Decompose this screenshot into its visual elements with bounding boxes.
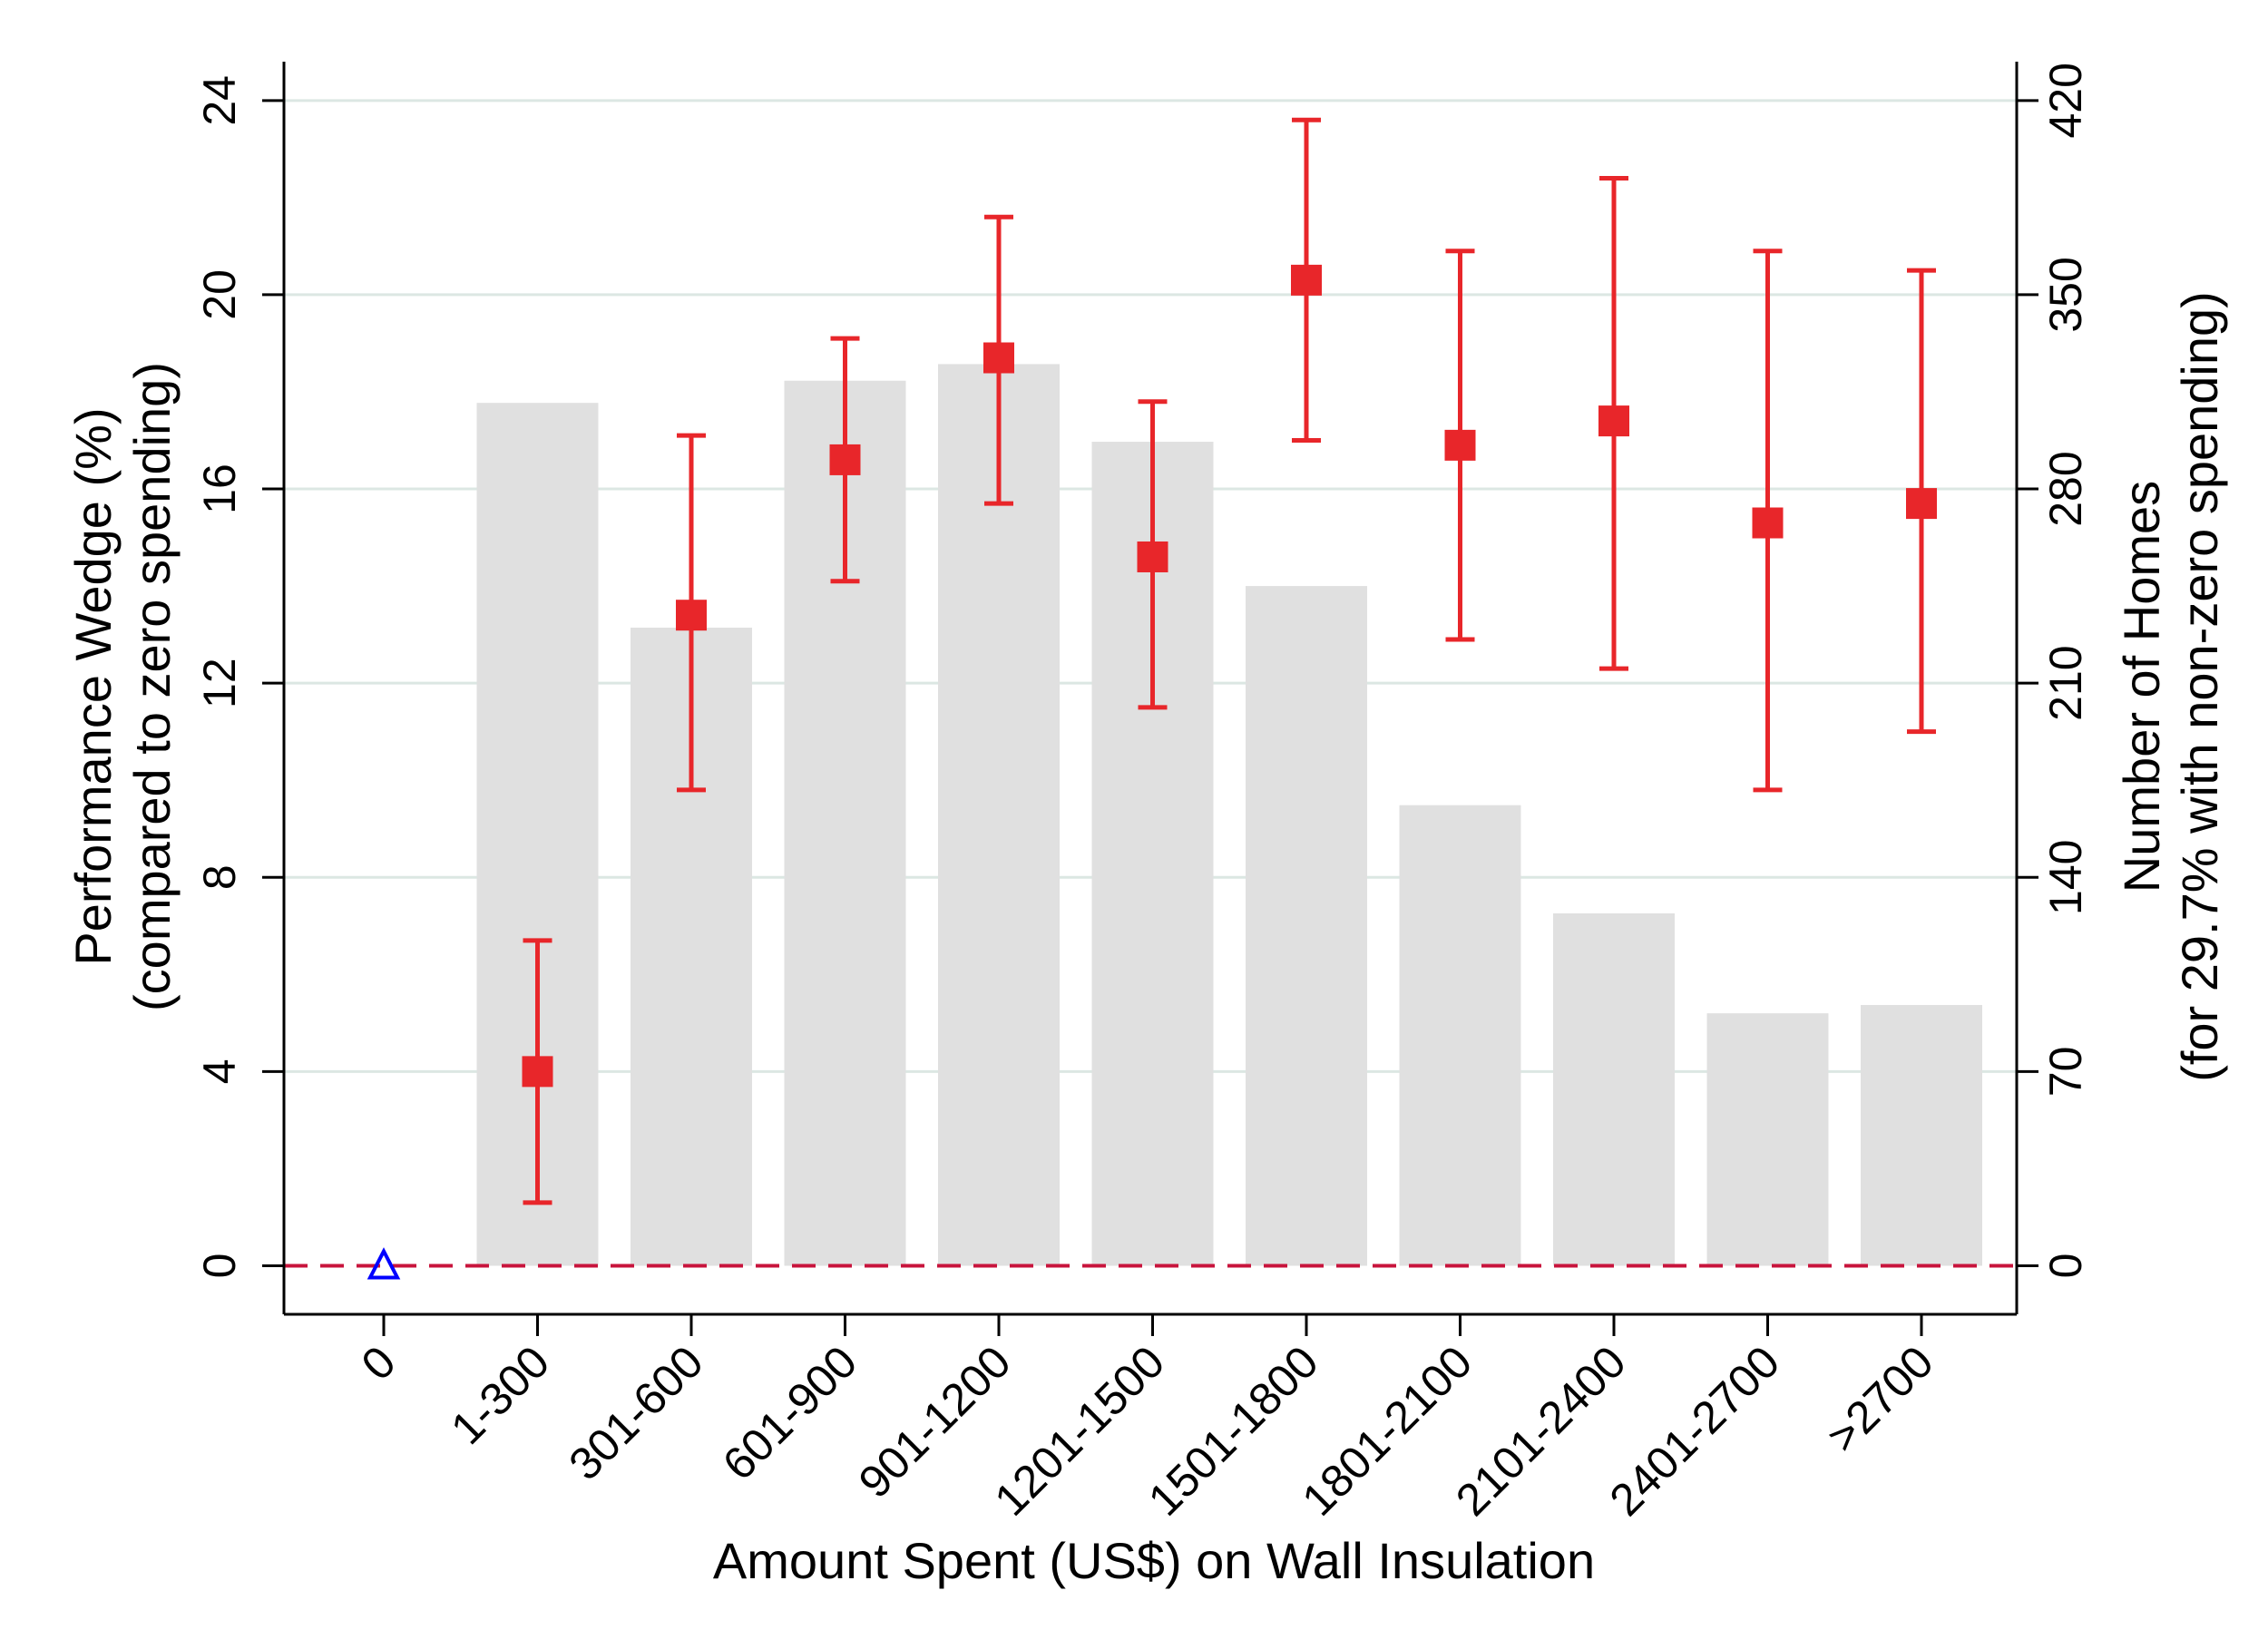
- x-tick-label->2700: >2700: [1817, 1336, 1943, 1462]
- x-tick-label-301-600: 301-600: [559, 1336, 712, 1489]
- right-tick-label: 280: [2040, 451, 2091, 526]
- bar-2101-2400: [1553, 913, 1675, 1266]
- right-tick-label: 350: [2040, 257, 2091, 332]
- bar-1801-2100: [1399, 805, 1521, 1266]
- right-axis-title-line-1: Number of Homes: [2113, 481, 2170, 893]
- point-1801-2100: [1444, 429, 1476, 461]
- bars-number-of-homes: [476, 364, 1982, 1266]
- right-tick-label: 420: [2040, 63, 2091, 138]
- point-1201-1500: [1137, 541, 1168, 572]
- left-tick-label: 4: [194, 1059, 245, 1084]
- right-tick-label: 70: [2040, 1047, 2091, 1098]
- bar-901-1200: [938, 364, 1060, 1266]
- left-axis-title-line-2: (compared to zero spending): [123, 362, 181, 1011]
- left-tick-label: 0: [194, 1254, 245, 1279]
- x-tick-label-1-300: 1-300: [441, 1336, 559, 1454]
- left-tick-label: 20: [194, 269, 245, 320]
- left-tick-label: 24: [194, 75, 245, 126]
- reference-marker-0: [367, 1247, 401, 1280]
- point-901-1200: [983, 342, 1014, 374]
- right-tick-label: 0: [2040, 1254, 2091, 1279]
- point-2401-2700: [1752, 507, 1784, 539]
- point-601-900: [829, 444, 861, 475]
- bar->2700: [1861, 1004, 1982, 1266]
- left-axis-title-line-1: Performance Wedge (%): [64, 407, 122, 965]
- point-301-600: [676, 600, 707, 631]
- point-1-300: [522, 1056, 553, 1088]
- right-axis-title-line-2: (for 29.7% with non-zero spending): [2171, 291, 2228, 1082]
- x-tick-label-2401-2700: 2401-2700: [1600, 1336, 1790, 1526]
- bar-2401-2700: [1706, 1013, 1829, 1266]
- left-tick-label: 12: [194, 658, 245, 708]
- right-tick-label: 210: [2040, 645, 2091, 720]
- left-tick-label: 8: [194, 864, 245, 890]
- point-1501-1800: [1291, 264, 1322, 296]
- bar-1501-1800: [1246, 586, 1367, 1266]
- x-tick-label-0: 0: [352, 1336, 406, 1390]
- right-tick-label: 140: [2040, 840, 2091, 915]
- point-2101-2400: [1598, 405, 1629, 437]
- x-tick-label-601-900: 601-900: [713, 1336, 866, 1489]
- point->2700: [1906, 488, 1937, 520]
- x-axis-title: Amount Spent (US$) on Wall Insulation: [713, 1532, 1595, 1589]
- left-tick-label: 16: [194, 463, 245, 514]
- point-estimates: [367, 264, 1937, 1280]
